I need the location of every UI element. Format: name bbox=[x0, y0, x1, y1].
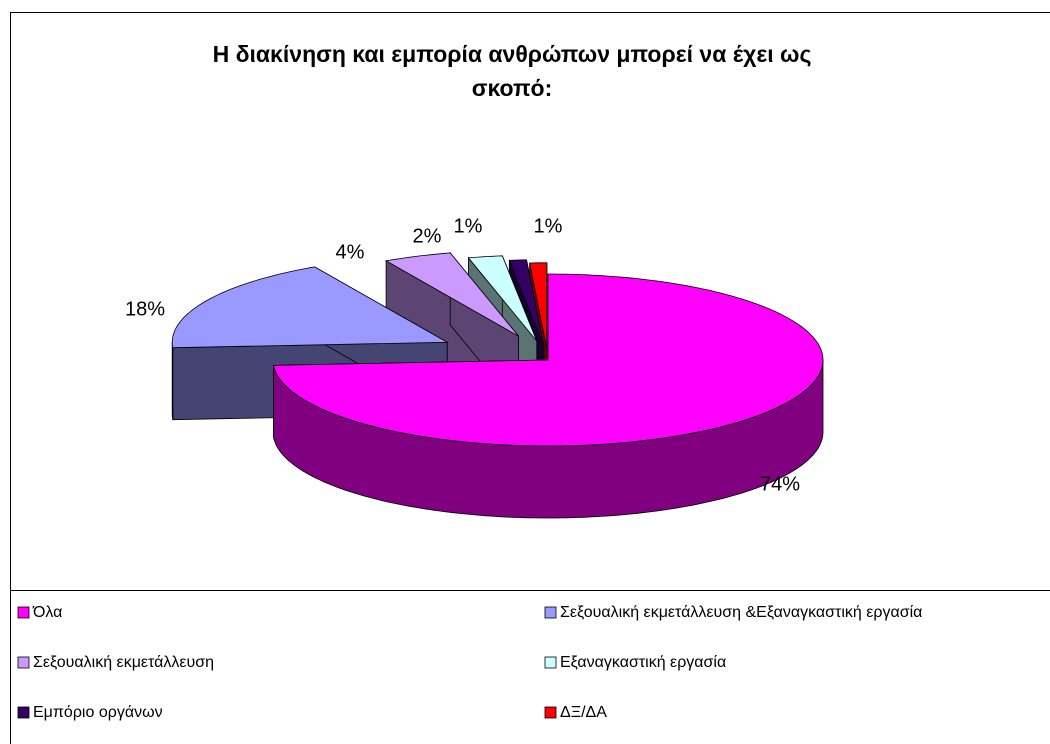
legend-swatch bbox=[17, 706, 30, 719]
data-label: 1% bbox=[454, 215, 483, 237]
slice-top bbox=[529, 262, 548, 349]
data-label: 1% bbox=[534, 215, 563, 237]
legend-label: ΔΞ/ΔΑ bbox=[560, 704, 607, 721]
slice-top bbox=[508, 259, 545, 346]
data-label: 4% bbox=[336, 241, 365, 263]
legend-label: Εμπόριο οργάνων bbox=[33, 704, 163, 721]
data-label: 74% bbox=[760, 473, 800, 495]
legend-swatch bbox=[17, 656, 30, 669]
legend-swatch bbox=[17, 606, 30, 619]
slice-top bbox=[467, 255, 538, 342]
slice-top bbox=[272, 273, 824, 447]
legend-label: Όλα bbox=[32, 604, 62, 621]
chart-title: Η διακίνηση και εμπορία ανθρώπων μπορεί … bbox=[213, 41, 812, 101]
slice-top bbox=[384, 252, 519, 337]
legend-label: Σεξουαλική εκμετάλλευση &Εξαναγκαστική ε… bbox=[560, 604, 922, 621]
legend-label: Σεξουαλική εκμετάλλευση bbox=[33, 654, 214, 671]
pie-slice bbox=[272, 273, 824, 519]
slice-wall bbox=[171, 342, 174, 420]
legend-swatch bbox=[544, 706, 557, 719]
slice-top bbox=[171, 266, 449, 349]
legend-swatch bbox=[544, 656, 557, 669]
legend-swatch bbox=[544, 606, 557, 619]
data-label: 2% bbox=[413, 225, 442, 247]
data-label: 18% bbox=[125, 298, 165, 320]
legend-label: Εξαναγκαστική εργασία bbox=[560, 654, 726, 671]
